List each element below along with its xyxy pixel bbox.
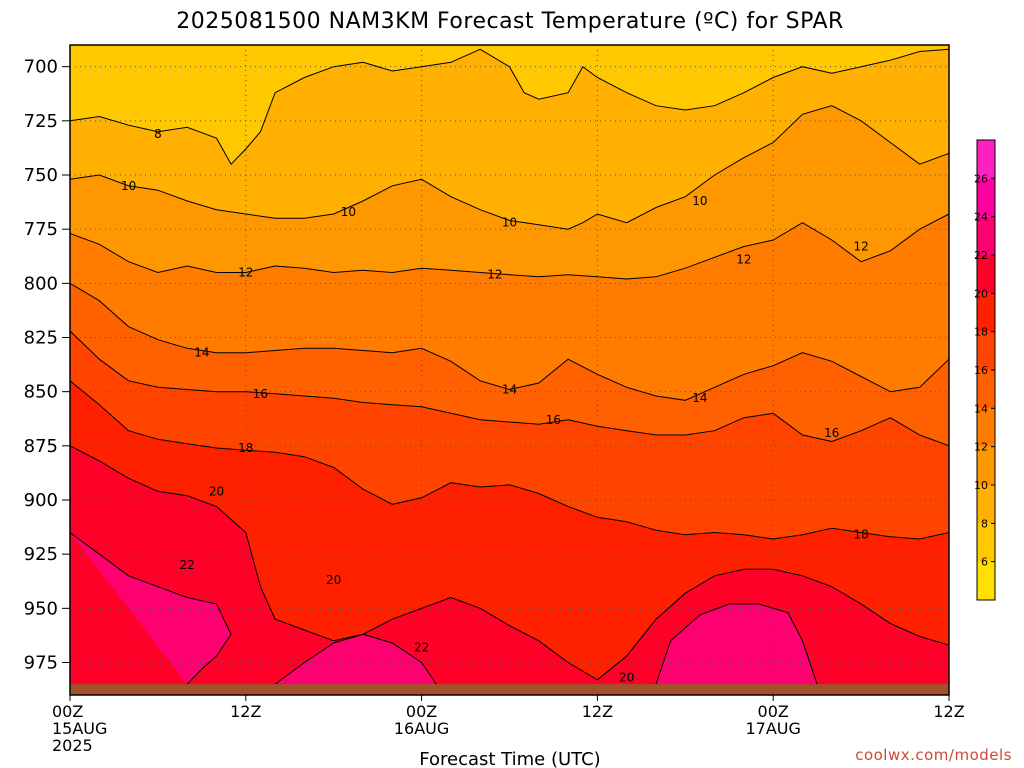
colorbar-tick-label: 6 [981,556,988,569]
contour-label: 12 [487,268,502,282]
contour-label: 22 [414,640,429,654]
x-tick-label: 12Z [230,702,261,721]
isotherm-14 [70,282,949,401]
colorbar-tick-label: 8 [981,517,988,530]
isotherm-22 [655,603,818,685]
colorbar-tick-label: 16 [974,364,988,377]
temp-pocket-2 [656,604,818,685]
contour-label: 20 [619,671,634,685]
colorbar-swatch [977,485,995,524]
plot-area: 8 10 10 10 10 12 12 12 12 14 14 14 16 16 16 18 18 20 20 20 2… [70,45,949,695]
colorbar-swatch [977,408,995,447]
y-tick-label: 875 [24,436,58,457]
contour-label: 18 [853,528,868,542]
isotherm-22 [70,532,232,685]
contour-label: 10 [692,194,707,208]
credit-text[interactable]: coolwx.com/models [855,746,1012,764]
colorbar: 6 8 10 12 14 16 18 20 22 24 26 [974,139,996,601]
y-tick-label: 775 [24,219,58,240]
contour-label: 18 [238,441,253,455]
isotherm-12 [70,213,949,280]
y-tick-label: 825 [24,328,58,349]
isotherm-22 [274,633,437,685]
isotherm-18 [70,380,949,540]
x-axis-label: Forecast Time (UTC) [419,749,600,768]
x-tick-label: 15AUG [52,719,107,738]
x-tick-label: 00Z [52,702,83,721]
contour-label: 14 [692,391,707,405]
contour-label: 10 [121,179,136,193]
y-tick-label: 800 [24,273,58,294]
contour-label: 16 [546,413,561,427]
colorbar-tick-label: 18 [974,326,988,339]
isotherm-8 [70,48,949,166]
isotherm-20 [70,445,949,681]
contour-label: 14 [194,346,209,360]
contour-label: 12 [853,240,868,254]
contour-label: 20 [326,573,341,587]
contour-label: 8 [154,127,162,141]
colorbar-swatch [977,331,995,370]
colorbar-swatch [977,523,995,562]
temp-pocket-1 [275,634,437,685]
colorbar-swatch [977,216,995,255]
contour-label: 16 [253,387,268,401]
colorbar-tick-label: 22 [974,249,988,262]
plot-frame [69,44,950,696]
colorbar-tick-label: 24 [974,211,988,224]
contour-label: 20 [209,484,224,498]
colorbar-swatch [977,293,995,332]
colorbar-swatch [977,561,995,600]
colorbar-tick-label: 26 [974,172,988,185]
colorbar-swatch [977,446,995,485]
colorbar-swatch [977,178,995,217]
y-tick-label: 725 [24,111,58,132]
colorbar-swatch [977,255,995,294]
chart-title: 2025081500 NAM3KM Forecast Temperature (… [176,9,844,34]
isotherm-10 [70,105,949,230]
x-tick-label: 12Z [933,702,964,721]
colorbar-swatch [977,370,995,409]
y-tick-label: 900 [24,490,58,511]
isotherm-16 [70,330,949,447]
ground-band [70,684,949,695]
contour-label: 10 [341,205,356,219]
x-tick-label: 17AUG [745,719,800,738]
x-tick-label: 2025 [52,736,93,755]
colorbar-tick-label: 10 [974,479,988,492]
y-tick-label: 750 [24,165,58,186]
y-tick-label: 850 [24,382,58,403]
x-tick-label: 00Z [758,702,789,721]
contour-label: 12 [238,266,253,280]
x-tick-label: 16AUG [394,719,449,738]
contour-label: 10 [502,216,517,230]
colorbar-swatch [977,140,995,179]
y-tick-label: 925 [24,544,58,565]
y-tick-label: 950 [24,598,58,619]
x-tick-label: 12Z [582,702,613,721]
contour-label: 22 [180,558,195,572]
contour-label: 12 [736,253,751,267]
contour-label: 14 [502,383,517,397]
x-tick-label: 00Z [406,702,437,721]
colorbar-tick-label: 14 [974,402,988,415]
y-tick-label: 975 [24,653,58,674]
y-tick-label: 700 [24,57,58,78]
colorbar-tick-label: 20 [974,287,988,300]
colorbar-tick-label: 12 [974,441,988,454]
y-axis: 700 725 750 775 800 825 850 875 900 925 950 975 [24,57,70,674]
contour-label: 16 [824,426,839,440]
